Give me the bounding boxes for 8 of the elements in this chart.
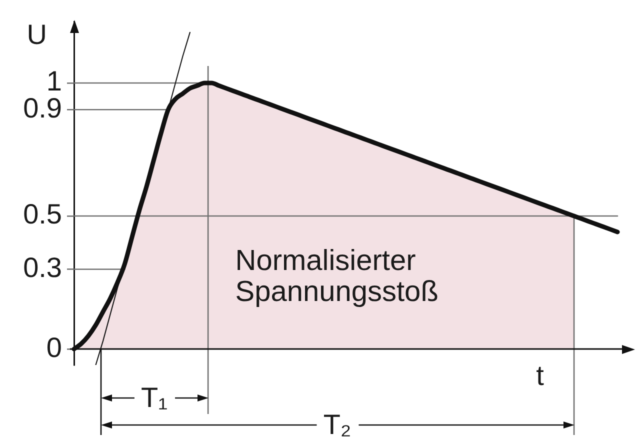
text: T₁ bbox=[141, 382, 168, 414]
y-axis-title: U bbox=[26, 18, 47, 50]
x-axis-title: t bbox=[536, 360, 544, 392]
y-tick-label: 0.3 bbox=[23, 252, 62, 283]
y-tick-label: 0 bbox=[46, 332, 62, 363]
text: T₂ bbox=[323, 409, 352, 440]
y-tick-label: 0.5 bbox=[23, 198, 62, 230]
annotation: Normalisierter Spannungsstoß bbox=[235, 245, 438, 308]
